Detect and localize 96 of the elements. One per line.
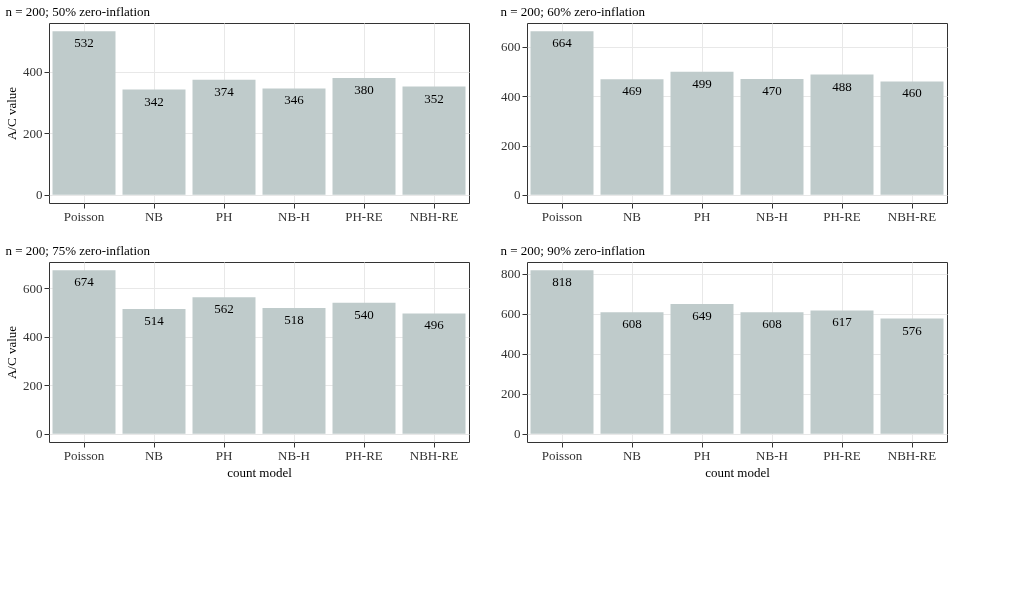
chart-title: n = 200; 50% zero-inflation bbox=[5, 4, 151, 19]
x-tick-label: PH bbox=[693, 447, 711, 463]
bar bbox=[262, 308, 326, 434]
y-tick-label: 200 bbox=[501, 138, 521, 154]
y-axis-title: A/C value bbox=[4, 86, 19, 141]
data-label: 380 bbox=[354, 81, 374, 97]
bar bbox=[740, 78, 804, 195]
bar bbox=[530, 31, 594, 195]
x-tick-label: NB bbox=[144, 447, 164, 463]
bar bbox=[262, 88, 326, 195]
data-label: 469 bbox=[622, 83, 642, 99]
data-label: 346 bbox=[284, 92, 305, 108]
y-tick-label: 400 bbox=[23, 329, 43, 345]
x-tick-label: PH bbox=[215, 447, 233, 463]
x-tick-label: Poisson bbox=[63, 208, 105, 224]
x-axis-title: count model bbox=[227, 464, 293, 480]
bar bbox=[880, 81, 944, 195]
x-tick-label: NBH-RE bbox=[887, 208, 937, 224]
x-tick-label: NB-H bbox=[756, 208, 788, 224]
data-label: 499 bbox=[692, 75, 712, 91]
bar bbox=[192, 297, 256, 434]
x-tick-label: PH-RE bbox=[823, 208, 861, 224]
data-label: 608 bbox=[622, 316, 642, 332]
data-label: 460 bbox=[902, 85, 922, 101]
data-label: 518 bbox=[284, 312, 304, 328]
bar bbox=[670, 303, 734, 434]
data-label: 540 bbox=[354, 306, 374, 322]
chart-title: n = 200; 75% zero-inflation bbox=[5, 243, 151, 258]
bar bbox=[332, 302, 396, 434]
data-label: 674 bbox=[74, 274, 95, 290]
data-label: 514 bbox=[144, 313, 165, 329]
x-tick-label: PH bbox=[693, 208, 711, 224]
x-tick-label: NBH-RE bbox=[409, 208, 459, 224]
x-tick-label: NB bbox=[622, 208, 642, 224]
data-label: 496 bbox=[424, 317, 445, 333]
x-tick-label: NB bbox=[144, 208, 164, 224]
y-tick-label: 200 bbox=[501, 386, 521, 402]
x-tick-label: Poisson bbox=[541, 208, 583, 224]
x-tick-label: PH bbox=[215, 208, 233, 224]
x-tick-label: PH-RE bbox=[823, 447, 861, 463]
x-axis-title: count model bbox=[705, 464, 771, 480]
data-label: 818 bbox=[552, 274, 572, 290]
y-tick-label: 200 bbox=[23, 125, 43, 141]
y-tick-label: 0 bbox=[36, 426, 43, 442]
bar bbox=[880, 318, 944, 434]
data-label: 608 bbox=[762, 316, 782, 332]
bar bbox=[192, 79, 256, 195]
data-label: 576 bbox=[902, 322, 923, 338]
data-label: 374 bbox=[214, 83, 235, 99]
data-label: 617 bbox=[832, 314, 853, 330]
bar bbox=[670, 71, 734, 195]
y-tick-label: 600 bbox=[501, 39, 521, 55]
data-label: 342 bbox=[144, 93, 164, 109]
bar bbox=[122, 89, 186, 195]
y-tick-label: 0 bbox=[36, 187, 43, 203]
bar bbox=[52, 31, 116, 195]
data-label: 470 bbox=[762, 82, 782, 98]
y-tick-label: 200 bbox=[23, 377, 43, 393]
bar bbox=[810, 310, 874, 434]
x-tick-label: NB-H bbox=[756, 447, 788, 463]
bar bbox=[600, 79, 664, 195]
data-label: 664 bbox=[552, 35, 573, 51]
chart-title: n = 200; 60% zero-inflation bbox=[500, 4, 646, 19]
x-tick-label: NB-H bbox=[278, 208, 310, 224]
x-tick-label: Poisson bbox=[541, 447, 583, 463]
bar bbox=[332, 77, 396, 195]
chart-title: n = 200; 90% zero-inflation bbox=[500, 243, 646, 258]
data-label: 488 bbox=[832, 78, 852, 94]
y-tick-label: 400 bbox=[23, 64, 43, 80]
bar bbox=[402, 313, 466, 434]
bar bbox=[530, 270, 594, 434]
y-tick-label: 400 bbox=[501, 346, 521, 362]
data-label: 532 bbox=[74, 35, 94, 51]
y-tick-label: 0 bbox=[514, 426, 521, 442]
y-tick-label: 600 bbox=[501, 306, 521, 322]
x-tick-label: PH-RE bbox=[345, 208, 383, 224]
x-tick-label: NBH-RE bbox=[887, 447, 937, 463]
x-tick-label: NB-H bbox=[278, 447, 310, 463]
bar bbox=[600, 312, 664, 434]
bar bbox=[402, 86, 466, 195]
x-tick-label: NBH-RE bbox=[409, 447, 459, 463]
bar bbox=[740, 312, 804, 434]
data-label: 649 bbox=[692, 307, 712, 323]
data-label: 352 bbox=[424, 90, 444, 106]
x-tick-label: NB bbox=[622, 447, 642, 463]
y-axis-title: A/C value bbox=[4, 325, 19, 380]
bar bbox=[122, 309, 186, 434]
bar bbox=[52, 270, 116, 434]
x-tick-label: PH-RE bbox=[345, 447, 383, 463]
x-tick-label: Poisson bbox=[63, 447, 105, 463]
y-tick-label: 0 bbox=[514, 187, 521, 203]
y-tick-label: 400 bbox=[501, 88, 521, 104]
data-label: 562 bbox=[214, 301, 234, 317]
y-tick-label: 800 bbox=[501, 266, 521, 282]
y-tick-label: 600 bbox=[23, 280, 43, 296]
bar bbox=[810, 74, 874, 195]
